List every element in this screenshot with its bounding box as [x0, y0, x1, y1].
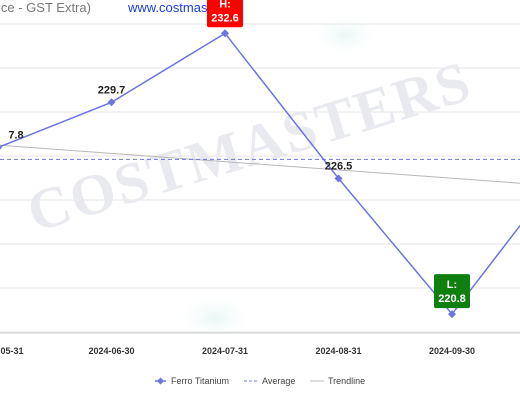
- high-box-bg: [207, 0, 243, 28]
- legend-item-average[interactable]: Average: [244, 376, 295, 386]
- series-ferro-titanium: [0, 29, 520, 319]
- legend-trendline-label: Trendline: [328, 376, 365, 386]
- high-label-box: H: 232.6: [207, 0, 243, 28]
- high-box-title: H:: [219, 0, 231, 10]
- x-tick-label: 2024-08-31: [315, 346, 361, 356]
- data-point: [448, 310, 456, 319]
- low-box-title: L:: [447, 279, 457, 291]
- legend-item-trendline[interactable]: Trendline: [310, 376, 365, 386]
- data-label: 226.5: [325, 160, 353, 172]
- x-tick-label: 2024-09-30: [429, 346, 475, 356]
- x-tick-label: 2024-06-30: [88, 346, 134, 356]
- watermark-text: COSTMASTERS: [20, 48, 479, 245]
- data-point: [107, 98, 116, 107]
- low-box-value: 220.8: [438, 293, 466, 305]
- watermark-blob: [175, 292, 255, 344]
- x-axis: 05-31 2024-06-30 2024-07-31 2024-08-31 2024-…: [0, 332, 520, 356]
- x-tick-label: 2024-07-31: [202, 346, 248, 356]
- data-labels: 7.8 229.7 226.5 H: 232.6 L: 220.8: [8, 0, 470, 309]
- legend: Ferro Titanium Average Trendline: [155, 376, 365, 386]
- data-point: [334, 174, 343, 183]
- low-label-box: L: 220.8: [434, 274, 470, 309]
- data-point: [0, 145, 2, 150]
- grid: [0, 23, 520, 333]
- legend-series-label: Ferro Titanium: [171, 376, 229, 386]
- trendline: [0, 144, 520, 184]
- chart-subtitle-fragment: ice - GST Extra): [0, 0, 91, 15]
- data-label: 229.7: [98, 84, 126, 96]
- high-box-value: 232.6: [211, 12, 239, 24]
- series-line: [0, 32, 520, 316]
- data-point: [221, 29, 229, 38]
- data-label: 7.8: [8, 130, 23, 142]
- legend-item-series[interactable]: Ferro Titanium: [155, 376, 229, 386]
- legend-series-marker: [157, 377, 164, 385]
- reference-lines: [0, 144, 520, 184]
- x-tick-label: 05-31: [0, 346, 23, 356]
- legend-average-label: Average: [262, 376, 295, 386]
- watermark-blob: [309, 13, 381, 57]
- low-box-bg: [434, 274, 470, 309]
